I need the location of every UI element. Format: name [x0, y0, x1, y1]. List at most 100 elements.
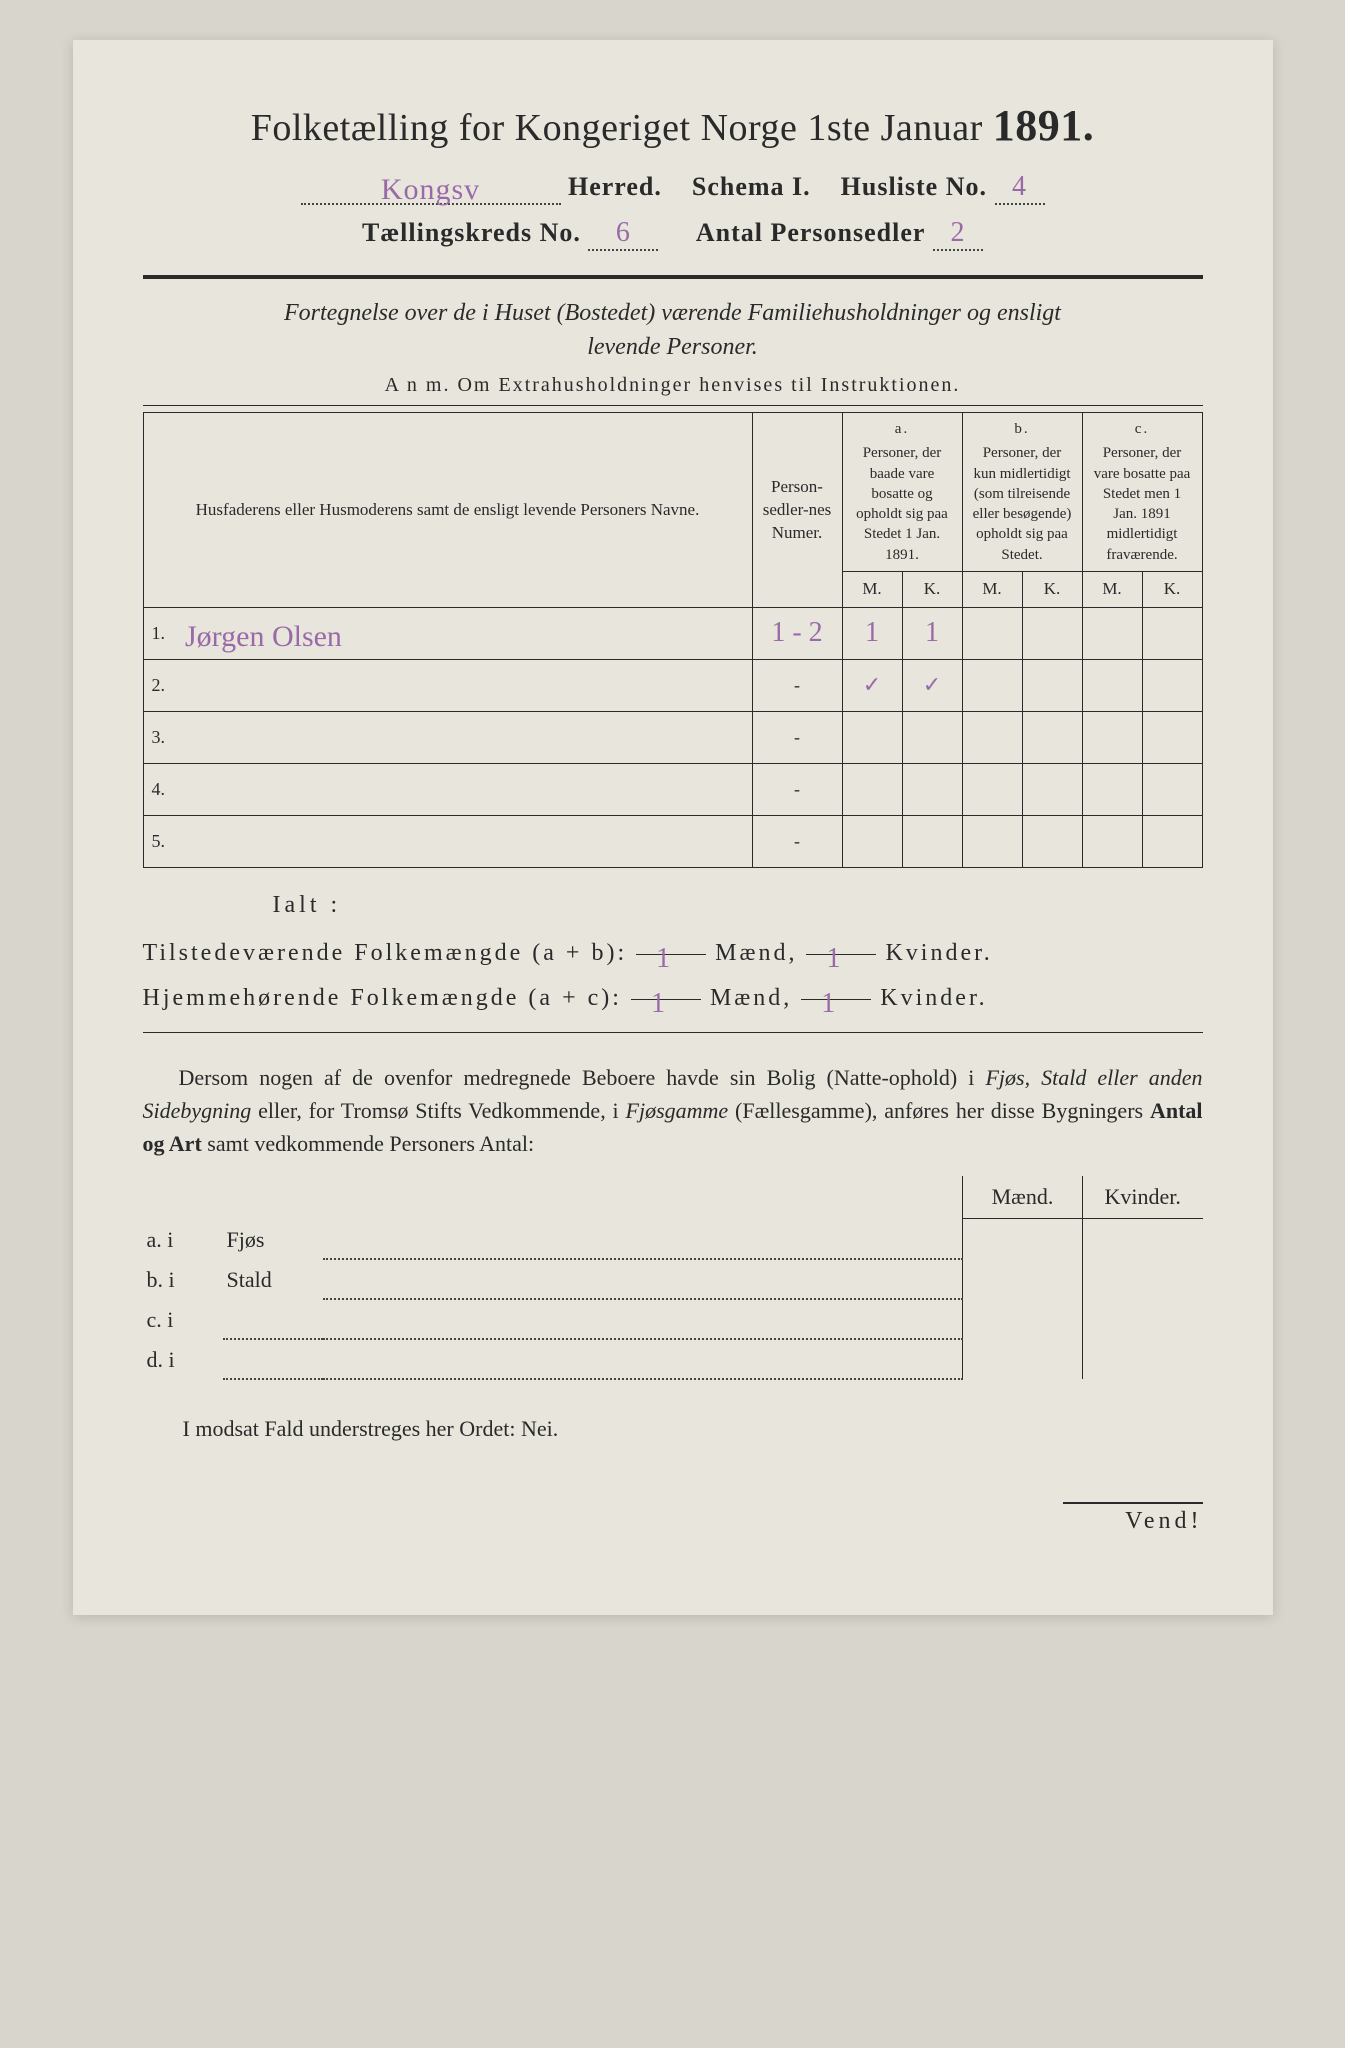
- row-sedler: -: [752, 763, 842, 815]
- kreds-field: 6: [588, 217, 658, 251]
- para-t1: Dersom nogen af de ovenfor medregnede Be…: [179, 1065, 986, 1090]
- side-row-type: Fjøs: [223, 1219, 323, 1259]
- ialt-label: Ialt :: [273, 892, 1203, 919]
- kvinder-label: Kvinder.: [885, 940, 992, 966]
- kreds-label: Tællingskreds No.: [362, 218, 581, 247]
- col-a-letter: a.: [851, 419, 954, 439]
- table-row: 1. Jørgen Olsen 1 - 2 1 1: [143, 607, 1202, 659]
- table-row: 2. - ✓ ✓: [143, 659, 1202, 711]
- side-building-table: Mænd. Kvinder. a. i Fjøs b. i Stald c. i…: [143, 1176, 1203, 1380]
- row-a-m: 1: [842, 607, 902, 659]
- table-row: 4. -: [143, 763, 1202, 815]
- hjemme-k-field: 1: [801, 999, 871, 1000]
- row-num: 1.: [143, 607, 177, 659]
- row-c-m: [1082, 607, 1142, 659]
- row-b-k: [1022, 607, 1082, 659]
- row-am-value: 1: [865, 617, 879, 648]
- husliste-value: 4: [1012, 171, 1027, 202]
- side-m-c: [963, 1219, 1083, 1259]
- row-c-m: [1082, 815, 1142, 867]
- antal-value: 2: [950, 217, 965, 248]
- row-b-k: [1022, 763, 1082, 815]
- row-c-m: [1082, 659, 1142, 711]
- row-a-k: [902, 711, 962, 763]
- herred-value: Kongsv: [381, 173, 480, 206]
- row-sedler: -: [752, 659, 842, 711]
- maend-label: Mænd,: [710, 985, 792, 1011]
- husliste-label: Husliste No.: [841, 172, 987, 201]
- side-row: d. i: [143, 1339, 1203, 1379]
- row-c-m: [1082, 711, 1142, 763]
- divider-thick: [143, 275, 1203, 279]
- side-row-label: c. i: [143, 1299, 223, 1339]
- row-b-m: [962, 607, 1022, 659]
- maend-label: Mænd,: [715, 940, 797, 966]
- instruction-paragraph: Dersom nogen af de ovenfor medregnede Be…: [143, 1061, 1203, 1160]
- dot-fill: [223, 1339, 963, 1379]
- row-b-m: [962, 763, 1022, 815]
- dot-fill: [223, 1299, 963, 1339]
- row-c-k: [1142, 763, 1202, 815]
- row-a-m: [842, 711, 902, 763]
- title-text: Folketælling for Kongeriget Norge 1ste J…: [251, 107, 993, 149]
- row-a-m: [842, 763, 902, 815]
- side-row: b. i Stald: [143, 1259, 1203, 1299]
- row-a-k: [902, 815, 962, 867]
- row-name-value: Jørgen Olsen: [185, 620, 342, 653]
- page-title: Folketælling for Kongeriget Norge 1ste J…: [143, 100, 1203, 151]
- row-num: 5.: [143, 815, 177, 867]
- side-m-cell: [963, 1339, 1083, 1379]
- row-a-m: ✓: [842, 659, 902, 711]
- tick-mark: ✓: [863, 672, 881, 697]
- row-c-k: [1142, 711, 1202, 763]
- row-num: 4.: [143, 763, 177, 815]
- row-c-k: [1142, 659, 1202, 711]
- desc-line1: Fortegnelse over de i Huset (Bostedet) v…: [284, 300, 1061, 326]
- hjemme-k-value: 1: [821, 977, 838, 1030]
- hjemme-m-field: 1: [631, 999, 701, 1000]
- col-name-text: Husfaderens eller Husmoderens samt de en…: [196, 500, 700, 519]
- row-sedler: -: [752, 711, 842, 763]
- col-c-text: Personer, der vare bosatte paa Stedet me…: [1094, 445, 1191, 562]
- row-b-k: [1022, 815, 1082, 867]
- table-row: 3. -: [143, 711, 1202, 763]
- row-sedler: -: [752, 815, 842, 867]
- hjemme-label: Hjemmehørende Folkemængde (a + c):: [143, 985, 622, 1011]
- row-b-m: [962, 711, 1022, 763]
- col-b-text: Personer, der kun midlertidigt (som tilr…: [973, 445, 1072, 562]
- row-c-k: [1142, 815, 1202, 867]
- row-b-k: [1022, 659, 1082, 711]
- row-b-m: [962, 815, 1022, 867]
- kvinder-label: Kvinder.: [880, 985, 987, 1011]
- herred-field: Kongsv: [301, 169, 561, 205]
- row-num: 3.: [143, 711, 177, 763]
- side-k-cell: [1083, 1259, 1203, 1299]
- subtitle-row-2: Tællingskreds No. 6 Antal Personsedler 2: [143, 217, 1203, 251]
- side-row-label: b. i: [143, 1259, 223, 1299]
- side-kvinder-header: Kvinder.: [1083, 1176, 1203, 1219]
- para-t2: eller, for Tromsø Stifts Vedkommende, i: [251, 1098, 625, 1123]
- b-k-header: K.: [1022, 571, 1082, 607]
- census-form-page: Folketælling for Kongeriget Norge 1ste J…: [73, 40, 1273, 1615]
- antal-label: Antal Personsedler: [696, 218, 926, 247]
- row-c-k: [1142, 607, 1202, 659]
- c-m-header: M.: [1082, 571, 1142, 607]
- row-name: [177, 659, 752, 711]
- tilstede-label: Tilstedeværende Folkemængde (a + b):: [143, 940, 628, 966]
- husliste-field: 4: [995, 171, 1045, 205]
- subtitle-row-1: Kongsv Herred. Schema I. Husliste No. 4: [143, 169, 1203, 205]
- side-row-label: a. i: [143, 1219, 223, 1259]
- side-row: c. i: [143, 1299, 1203, 1339]
- side-row: a. i Fjøs: [143, 1219, 1203, 1259]
- side-k-cell: [1083, 1219, 1203, 1259]
- row-sedler-value: 1 - 2: [771, 617, 822, 648]
- row-a-k: ✓: [902, 659, 962, 711]
- row-name: [177, 763, 752, 815]
- antal-field: 2: [933, 217, 983, 251]
- c-k-header: K.: [1142, 571, 1202, 607]
- row-a-k: [902, 763, 962, 815]
- row-b-k: [1022, 711, 1082, 763]
- herred-label: Herred.: [568, 172, 662, 201]
- col-name-header: Husfaderens eller Husmoderens samt de en…: [143, 413, 752, 608]
- modsat-text: I modsat Fald understreges her Ordet: Ne…: [183, 1416, 1203, 1442]
